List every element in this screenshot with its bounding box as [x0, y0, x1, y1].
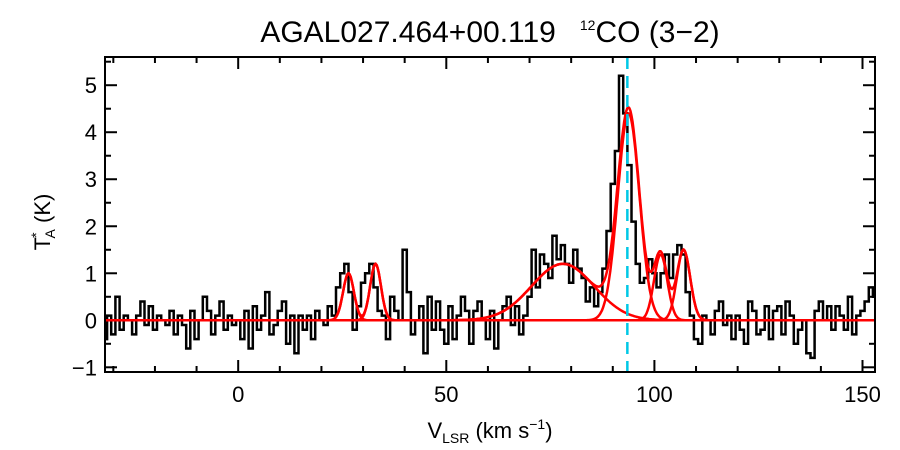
y-tick-label: 3 — [85, 167, 97, 192]
title-isotope: 12 — [580, 17, 596, 33]
chart-title: AGAL027.464+00.119 12CO (3−2) — [260, 16, 719, 49]
y-tick-label: 4 — [85, 120, 97, 145]
x-axis-label: VLSR (km s−1) — [427, 416, 552, 446]
y-tick-label: 2 — [85, 214, 97, 239]
gaussian-component — [585, 112, 672, 322]
x-tick-label: 50 — [434, 382, 458, 407]
gaussian-component — [633, 253, 688, 322]
y-tick-label: −1 — [72, 355, 97, 380]
y-tick-label: 5 — [85, 73, 97, 98]
y-tick-label: 1 — [85, 261, 97, 286]
x-tick-label: 100 — [636, 382, 673, 407]
x-tick-label: 150 — [844, 382, 881, 407]
plot-area: 0 50 100 150 −1 0 1 2 3 4 5 — [72, 56, 881, 407]
fit-total-line — [105, 105, 875, 322]
tick-labels: 0 50 100 150 −1 0 1 2 3 4 5 — [72, 73, 881, 407]
y-axis-label: T*A (K) — [28, 194, 58, 251]
title-line: CO (3−2) — [595, 16, 719, 49]
x-tick-label: 0 — [232, 382, 244, 407]
y-tick-label: 0 — [85, 308, 97, 333]
title-source: AGAL027.464+00.119 — [260, 16, 556, 49]
gaussian-fits — [326, 112, 711, 322]
plot-frame — [104, 56, 876, 373]
spectrum-line — [105, 74, 875, 360]
